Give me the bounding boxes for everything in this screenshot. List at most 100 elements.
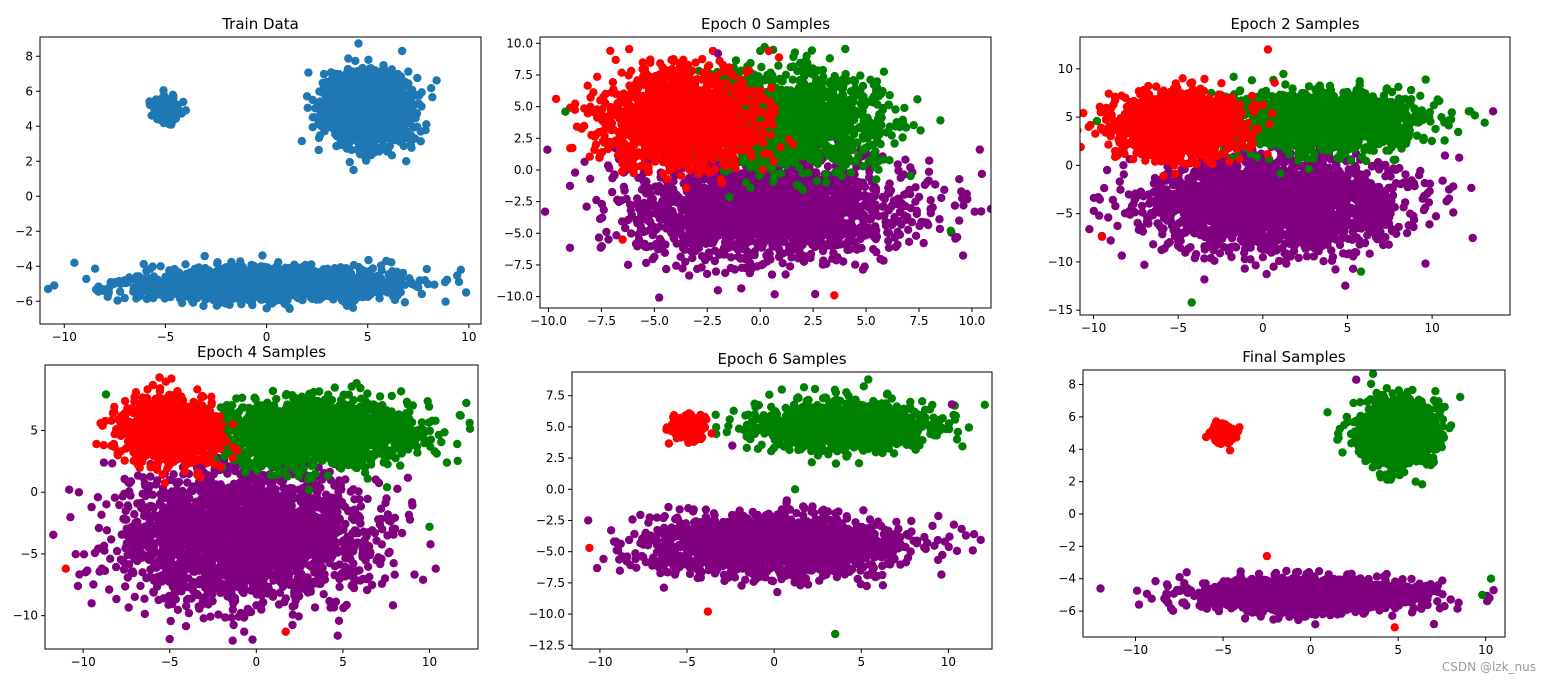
scatter-point [263, 291, 272, 300]
scatter-point [386, 270, 395, 280]
scatter-point [380, 123, 390, 132]
subplot-2: Epoch 0 Samples−10.0 −7.5 −5.0 −2.5 0.0 2.5 5.… [496, 15, 1018, 328]
scatter-point [314, 274, 323, 283]
scatter-point [603, 161, 613, 170]
scatter-point [165, 120, 174, 129]
scatter-point [685, 271, 694, 280]
scatter-point [200, 251, 209, 261]
scatter-point [380, 278, 389, 287]
scatter-point [396, 82, 405, 91]
scatter-point [43, 284, 53, 294]
y-tick-label: 2 [25, 154, 33, 168]
scatter-point [157, 108, 167, 117]
scatter-point [294, 294, 303, 303]
scatter-point [218, 265, 227, 274]
chart-title: Epoch 0 Samples [701, 15, 830, 33]
scatter-point [221, 299, 230, 308]
scatter-point [379, 60, 388, 70]
scatter-point [159, 91, 169, 100]
scatter-point [417, 88, 426, 97]
scatter-point [256, 295, 266, 304]
scatter-point [237, 300, 246, 309]
scatter-point [330, 118, 340, 128]
y-tick-label: 0 [25, 189, 33, 203]
scatter-point [219, 285, 228, 294]
scatter-point [261, 279, 271, 288]
scatter-point [207, 277, 216, 287]
scatter-point [349, 97, 359, 107]
scatter-point [375, 294, 384, 303]
scatter-point [281, 300, 290, 309]
scatter-point [154, 290, 163, 299]
scatter-point [757, 243, 767, 252]
scatter-point [348, 133, 357, 143]
scatter-point [391, 278, 401, 287]
scatter-point [454, 277, 464, 287]
scatter-point [146, 264, 155, 273]
scatter-point [387, 75, 396, 84]
scatter-point [363, 91, 372, 100]
scatter-point [366, 116, 376, 125]
scatter-point [430, 280, 439, 289]
scatter-point [319, 69, 329, 79]
scatter-point [710, 256, 719, 266]
scatter-point [336, 110, 345, 120]
scatter-point [122, 278, 132, 287]
scatter-point [332, 86, 342, 95]
scatter-point [303, 265, 312, 275]
scatter-point [355, 129, 364, 138]
scatter-point [623, 260, 633, 269]
scatter-point [414, 283, 423, 292]
scatter-point [320, 126, 329, 136]
scatter-point [202, 294, 211, 303]
scatter-point [173, 267, 182, 277]
scatter-point [262, 268, 271, 278]
scatter-point [631, 239, 641, 248]
scatter-point [196, 270, 206, 280]
y-tick-label: −4 [15, 259, 33, 273]
scatter-point [955, 175, 964, 184]
scatter-point [327, 106, 337, 116]
scatter-point [399, 119, 408, 128]
scatter-point [404, 95, 413, 104]
scatter-point [305, 276, 315, 285]
scatter-point [356, 113, 365, 123]
scatter-point [822, 259, 831, 268]
scatter-point [90, 264, 100, 273]
scatter-point [423, 279, 433, 289]
scatter-point [1010, 236, 1018, 244]
x-tick-label: −5 [157, 330, 175, 344]
x-tick-label: 10 [461, 330, 476, 344]
scatter-point [104, 288, 114, 297]
scatter-point [402, 157, 411, 166]
scatter-point [199, 301, 208, 311]
scatter-point [697, 252, 707, 261]
scatter-point [281, 270, 290, 280]
scatter-point [778, 259, 787, 268]
scatter-point [164, 111, 173, 120]
scatter-point [377, 143, 387, 153]
scatter-point [935, 215, 944, 224]
scatter-point [303, 103, 312, 113]
scatter-point [96, 285, 105, 295]
scatter-point [120, 293, 129, 303]
scatter-point [441, 297, 450, 306]
scatter-point [924, 167, 934, 176]
scatter-point [185, 276, 195, 285]
scatter-point [336, 263, 345, 272]
scatter-point [236, 257, 245, 266]
scatter-point [270, 293, 280, 302]
scatter-point [355, 140, 365, 149]
scatter-point [350, 284, 359, 294]
scatter-point [320, 85, 330, 95]
outlier-points [43, 46, 465, 313]
scatter-point [940, 185, 949, 194]
scatter-point [387, 65, 396, 74]
scatter-point [113, 296, 122, 305]
scatter-point [399, 141, 408, 151]
y-tick-label: 4 [25, 119, 33, 133]
scatter-point [440, 277, 450, 287]
scatter-point [357, 265, 367, 275]
scatter-point [415, 276, 424, 285]
scatter-point [302, 92, 312, 101]
